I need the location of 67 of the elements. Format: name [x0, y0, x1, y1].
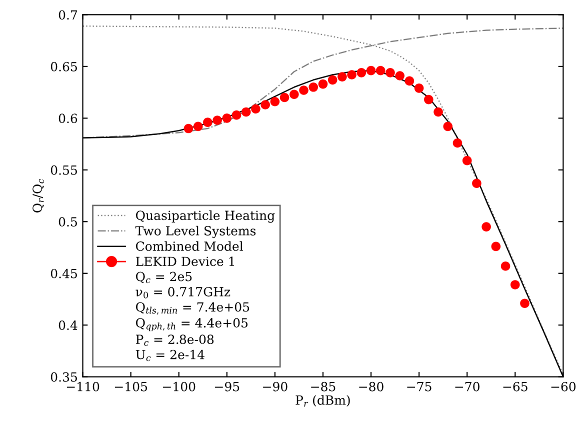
point [290, 90, 299, 100]
point [280, 92, 290, 102]
legend-label: LEKID Device 1 [136, 256, 234, 266]
y-tick-label: 0.55 [50, 165, 77, 175]
y-tick-label: 0.6 [58, 114, 78, 124]
point [386, 68, 395, 78]
point [434, 107, 443, 117]
point [270, 96, 280, 106]
point [491, 242, 501, 252]
point [347, 70, 356, 80]
point [510, 280, 520, 290]
point [184, 124, 194, 134]
point [318, 79, 328, 89]
point [500, 261, 510, 271]
point [222, 114, 232, 123]
y-tick-label: 0.35 [50, 372, 77, 382]
annotation: P$_{c}$ = 2.8e-08 [136, 334, 214, 346]
point [356, 68, 366, 78]
y-tick-label: 0.4 [58, 320, 78, 330]
point [462, 156, 472, 166]
point [404, 76, 414, 86]
x-tick-label: −60 [551, 382, 576, 392]
point [424, 94, 434, 104]
y-axis-title: Q$_{r}$/Q$_{c}$ [32, 178, 44, 212]
point [299, 86, 308, 95]
point [338, 72, 347, 82]
point [193, 122, 203, 132]
x-axis-title: P$_{r}$ (dBm) [296, 395, 350, 407]
x-tick-label: −95 [215, 382, 240, 392]
point [251, 104, 260, 114]
x-tick-label: −80 [359, 382, 384, 392]
point [414, 84, 424, 93]
point [212, 116, 222, 125]
point [482, 222, 491, 232]
point [308, 82, 318, 92]
point [376, 66, 386, 76]
legend-label: Quasiparticle Heating [136, 210, 275, 223]
x-tick-label: −110 [66, 382, 100, 392]
point [203, 118, 212, 127]
x-tick-label: −75 [407, 382, 432, 392]
point [260, 100, 270, 110]
point [472, 178, 482, 188]
point [232, 110, 242, 120]
annotation: Q$_{qph,th}$ = 4.4e+05 [136, 318, 248, 332]
x-tick-label: −85 [311, 382, 336, 392]
x-tick-label: −105 [114, 382, 148, 392]
y-tick-label: 0.5 [58, 217, 77, 227]
point [366, 66, 376, 76]
legend-label: Two Level Systems [135, 226, 256, 238]
annotation: Q$_{tls,min}$ = 7.4e+05 [136, 302, 250, 315]
y-tick-label: 0.65 [50, 62, 77, 72]
x-tick-label: −70 [455, 382, 480, 392]
annotation: ν$_{0}$ = 0.717GHz [136, 287, 230, 298]
annotation: U$_{c}$ = 2e-14 [136, 350, 204, 362]
legend-label: Combined Model [136, 241, 243, 251]
x-tick-label: −90 [263, 382, 288, 392]
point [241, 107, 251, 117]
point [328, 75, 338, 85]
point [520, 298, 530, 308]
y-tick-label: 0.45 [50, 268, 77, 278]
y-tick-label: 0.7 [58, 10, 78, 20]
x-tick-label: −65 [503, 382, 528, 392]
point [452, 138, 462, 148]
annotation: Q$_{c}$ = 2e5 [136, 272, 192, 284]
x-tick-label: −100 [163, 382, 196, 392]
point [443, 122, 453, 132]
point [395, 71, 405, 80]
